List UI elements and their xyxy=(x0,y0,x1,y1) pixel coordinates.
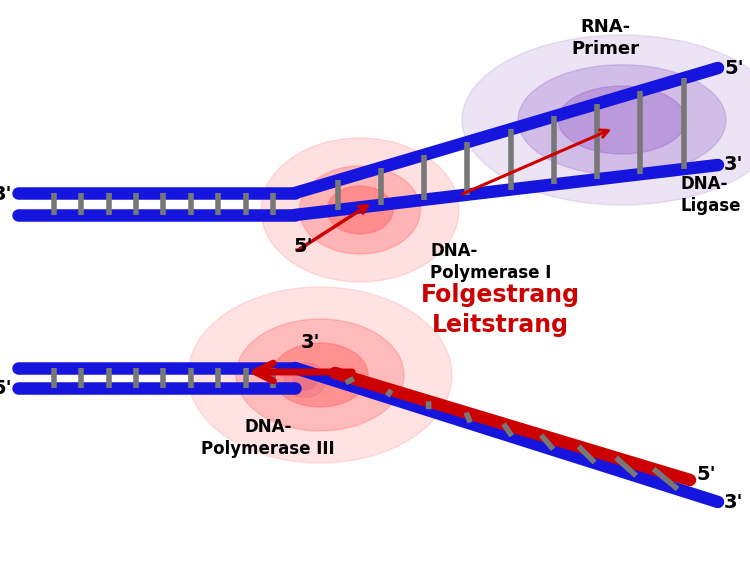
Text: 3': 3' xyxy=(724,155,743,175)
Ellipse shape xyxy=(284,363,326,397)
Ellipse shape xyxy=(188,287,452,463)
Text: 5': 5' xyxy=(293,237,313,256)
Text: 5': 5' xyxy=(696,465,715,485)
Ellipse shape xyxy=(462,35,750,205)
Text: Leitstrang: Leitstrang xyxy=(431,313,568,337)
Text: DNA-
Ligase: DNA- Ligase xyxy=(680,175,740,215)
Ellipse shape xyxy=(518,65,726,175)
Ellipse shape xyxy=(293,370,317,390)
Ellipse shape xyxy=(272,343,368,407)
Text: 3': 3' xyxy=(300,333,320,352)
Ellipse shape xyxy=(299,166,421,254)
Ellipse shape xyxy=(558,86,686,154)
Text: 3': 3' xyxy=(0,184,12,203)
Text: RNA-
Primer: RNA- Primer xyxy=(571,18,639,58)
Ellipse shape xyxy=(261,138,459,282)
Text: DNA-
Polymerase I: DNA- Polymerase I xyxy=(430,242,551,282)
Ellipse shape xyxy=(236,319,404,431)
Text: 3': 3' xyxy=(724,493,743,512)
Text: DNA-
Polymerase III: DNA- Polymerase III xyxy=(201,418,334,458)
Ellipse shape xyxy=(327,186,393,234)
Text: Folgestrang: Folgestrang xyxy=(421,283,580,307)
Text: 5': 5' xyxy=(724,58,743,78)
Text: 5': 5' xyxy=(0,380,12,399)
